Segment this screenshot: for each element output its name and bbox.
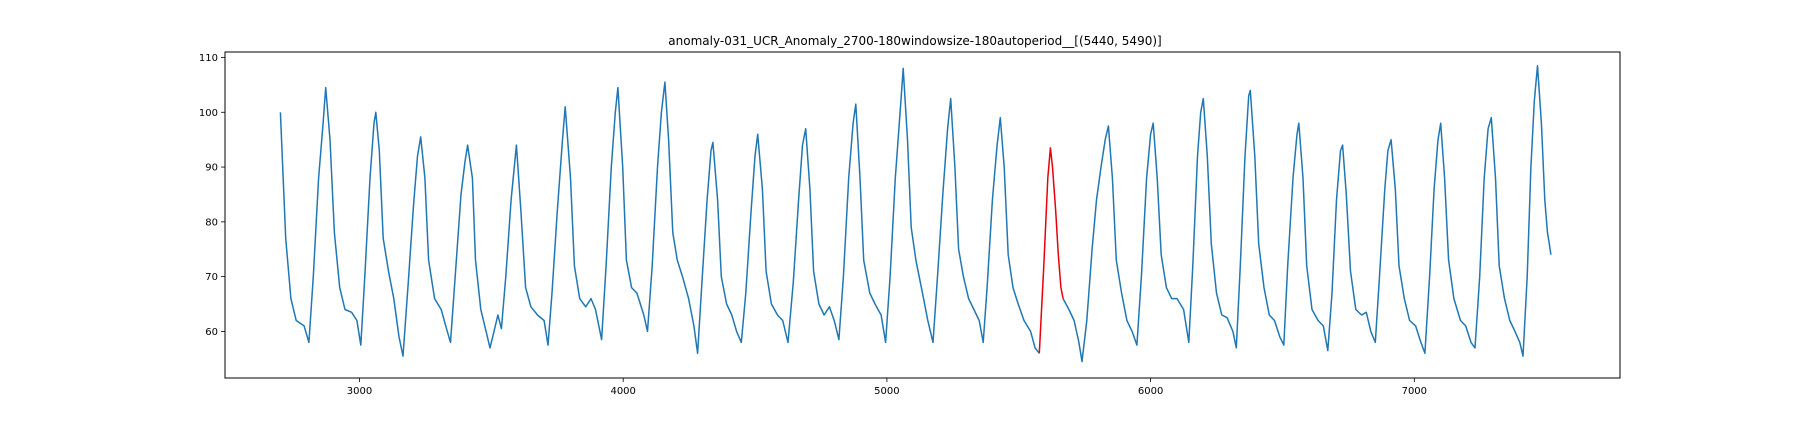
y-tick-label: 80 — [205, 217, 218, 228]
x-tick-label: 5000 — [874, 386, 899, 397]
y-tick-label: 60 — [205, 327, 218, 338]
series-line — [1062, 64, 1552, 363]
anomaly-segment-line — [1038, 147, 1064, 354]
x-tick-label: 7000 — [1402, 386, 1427, 397]
series-lines — [279, 64, 1552, 363]
x-tick-label: 6000 — [1138, 386, 1163, 397]
x-axis: 3000 4000 5000 6000 7000 — [347, 378, 1427, 397]
x-tick-label: 3000 — [347, 386, 372, 397]
y-tick-label: 100 — [199, 108, 218, 119]
series-line — [279, 67, 1040, 357]
chart-title: anomaly-031_UCR_Anomaly_2700-180windowsi… — [668, 34, 1161, 48]
y-tick-label: 90 — [205, 163, 218, 174]
y-tick-label: 70 — [205, 272, 218, 283]
y-axis: 60 70 80 90 100 110 — [199, 53, 225, 338]
x-tick-label: 4000 — [610, 386, 635, 397]
axes-frame — [224, 51, 1621, 379]
y-tick-label: 110 — [199, 53, 218, 64]
